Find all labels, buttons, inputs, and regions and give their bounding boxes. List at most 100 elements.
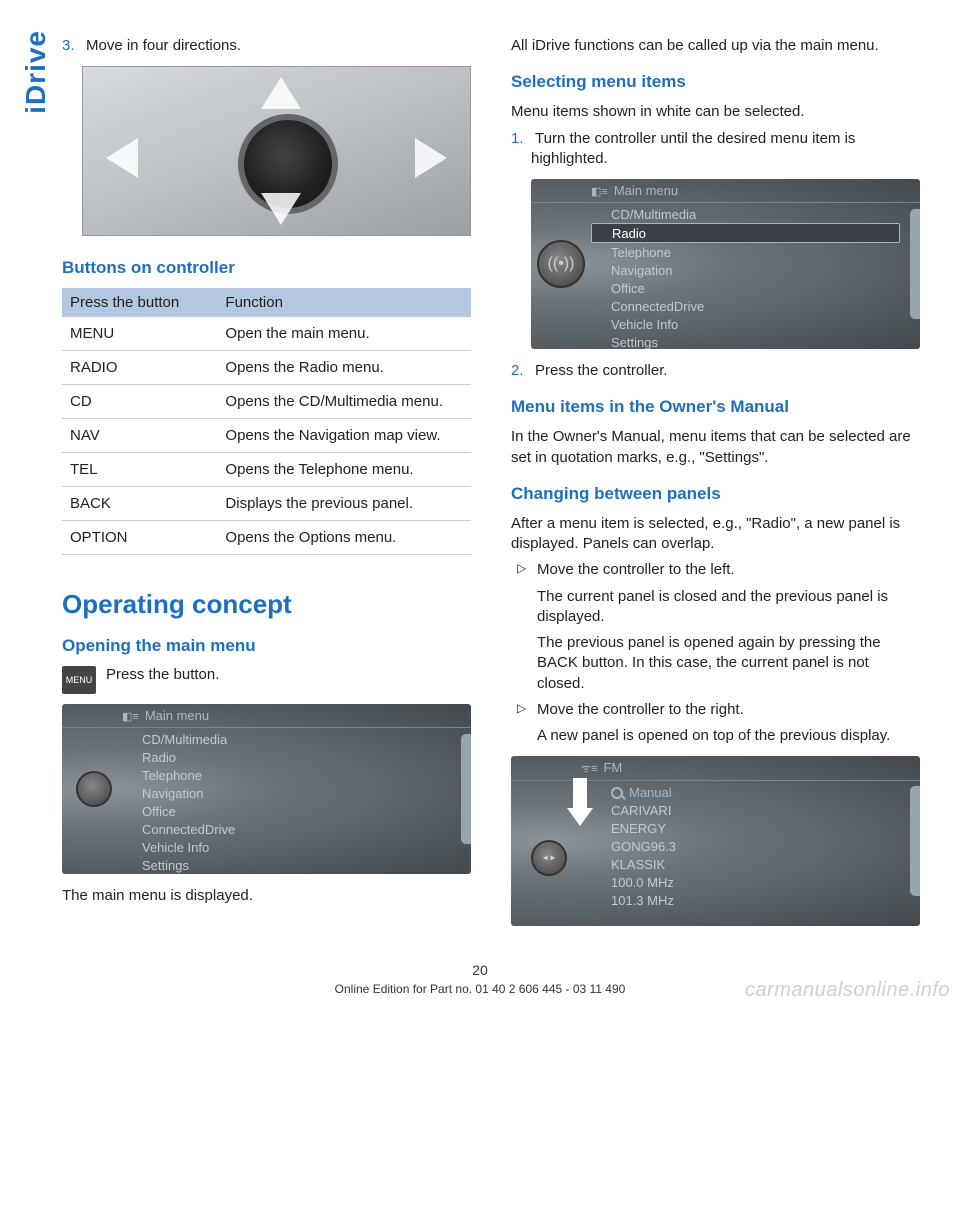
screen-item: KLASSIK	[611, 855, 920, 873]
step-3: 3.Move in four directions.	[82, 36, 471, 56]
button-function: Displays the previous panel.	[217, 487, 471, 521]
arrow-right	[415, 138, 447, 178]
select-step-2: 2.Press the controller.	[531, 361, 920, 381]
select-step-2-text: Press the controller.	[535, 362, 668, 379]
owners-manual-text: In the Owner's Manual, menu items that c…	[511, 427, 920, 468]
changing-panels-heading: Changing between panels	[511, 484, 920, 504]
screen-item: Settings	[611, 333, 920, 349]
screen-item: 101.3 MHz	[611, 891, 920, 909]
screen-item: Navigation	[142, 784, 471, 802]
screen-notch	[461, 734, 471, 844]
button-function: Opens the Options menu.	[217, 521, 471, 555]
button-name: OPTION	[62, 521, 217, 555]
button-function: Open the main menu.	[217, 317, 471, 351]
screen-item: Vehicle Info	[611, 315, 920, 333]
select-step-2-num: 2.	[511, 361, 527, 381]
screen-item: Office	[611, 279, 920, 297]
table-row: MENUOpen the main menu.	[62, 317, 471, 351]
buttons-table-head-1: Press the button	[62, 288, 217, 317]
screen-item: ENERGY	[611, 819, 920, 837]
nav-dots-icon: ◂ ▸	[543, 853, 556, 864]
screen-item: CARIVARI	[611, 801, 920, 819]
screen2-title: Main menu	[614, 183, 678, 198]
button-function: Opens the Telephone menu.	[217, 453, 471, 487]
screen-main-menu-2: ◧≡ Main menu CD/MultimediaRadioTelephoneN…	[531, 179, 920, 349]
button-name: BACK	[62, 487, 217, 521]
step-3-num: 3.	[62, 36, 78, 56]
owners-manual-heading: Menu items in the Owner's Manual	[511, 397, 920, 417]
screen-item: CD/Multimedia	[611, 205, 920, 223]
wheel-icon	[76, 771, 112, 807]
intro-text: All iDrive functions can be called up vi…	[511, 36, 920, 56]
table-row: NAVOpens the Navigation map view.	[62, 419, 471, 453]
screen-item: Manual	[611, 783, 920, 801]
search-icon	[611, 787, 623, 799]
arrow-up	[261, 77, 301, 109]
controller-figure	[82, 66, 471, 236]
screen-item: ConnectedDrive	[142, 820, 471, 838]
select-step-1-num: 1.	[511, 129, 527, 149]
screen-item: Telephone	[142, 766, 471, 784]
bullet-sub: The previous panel is opened again by pr…	[537, 633, 920, 694]
footer-line: Online Edition for Part no. 01 40 2 606 …	[335, 982, 626, 996]
screen-item: CD/Multimedia	[142, 730, 471, 748]
button-name: TEL	[62, 453, 217, 487]
screen-item: Radio	[591, 223, 900, 243]
screen-item: Navigation	[611, 261, 920, 279]
button-function: Opens the CD/Multimedia menu.	[217, 385, 471, 419]
buttons-on-controller-heading: Buttons on controller	[62, 258, 471, 278]
radio-icon: ((•))	[548, 255, 575, 273]
button-function: Opens the Radio menu.	[217, 351, 471, 385]
screen-notch	[910, 209, 920, 319]
page-number: 20	[0, 962, 960, 978]
select-step-1-text: Turn the controller until the desired me…	[531, 130, 855, 167]
left-column: 3.Move in four directions. Buttons on co…	[62, 30, 471, 938]
down-arrow-icon	[567, 778, 593, 828]
table-row: TELOpens the Telephone menu.	[62, 453, 471, 487]
table-row: CDOpens the CD/Multimedia menu.	[62, 385, 471, 419]
screen-item: Vehicle Info	[142, 838, 471, 856]
screen-notch	[910, 786, 920, 896]
arrow-down	[261, 193, 301, 225]
bullet-lead: Move the controller to the right.	[511, 700, 920, 720]
screen-item: GONG96.3	[611, 837, 920, 855]
table-row: OPTIONOpens the Options menu.	[62, 521, 471, 555]
table-row: BACKDisplays the previous panel.	[62, 487, 471, 521]
press-the-button-text: Press the button.	[106, 666, 219, 683]
screen-item: Settings	[142, 856, 471, 874]
opening-main-menu-heading: Opening the main menu	[62, 636, 471, 656]
changing-panels-intro: After a menu item is selected, e.g., "Ra…	[511, 514, 920, 555]
button-function: Opens the Navigation map view.	[217, 419, 471, 453]
selecting-menu-items-heading: Selecting menu items	[511, 72, 920, 92]
bullet-lead: Move the controller to the left.	[511, 560, 920, 580]
selecting-intro: Menu items shown in white can be selecte…	[511, 102, 920, 122]
screen-item: Office	[142, 802, 471, 820]
screen-item: ConnectedDrive	[611, 297, 920, 315]
arrow-left	[106, 138, 138, 178]
step-3-text: Move in four directions.	[86, 37, 241, 54]
button-name: CD	[62, 385, 217, 419]
screen-item: 100.0 MHz	[611, 873, 920, 891]
button-name: RADIO	[62, 351, 217, 385]
screen-item: Radio	[142, 748, 471, 766]
button-name: NAV	[62, 419, 217, 453]
screen-item: Telephone	[611, 243, 920, 261]
list-icon: ◧≡	[122, 711, 139, 723]
select-step-1: 1.Turn the controller until the desired …	[531, 129, 920, 170]
screen3-title: FM	[603, 760, 622, 775]
screen1-title: Main menu	[145, 708, 209, 723]
table-row: RADIOOpens the Radio menu.	[62, 351, 471, 385]
screen-main-menu-1: ◧≡ Main menu CD/MultimediaRadioTelephoneN…	[62, 704, 471, 874]
screen-fm: ᯤ≡ FM ManualCARIVARIENERGYGONG96.3KLASSIK…	[511, 756, 920, 926]
antenna-icon: ᯤ≡	[581, 763, 597, 775]
list-icon: ◧≡	[591, 186, 608, 198]
main-menu-displayed-text: The main menu is displayed.	[62, 886, 471, 906]
buttons-table: Press the button Function MENUOpen the m…	[62, 288, 471, 555]
bullet-sub: The current panel is closed and the prev…	[537, 587, 920, 628]
wheel-icon: ◂ ▸	[531, 840, 567, 876]
operating-concept-heading: Operating concept	[62, 589, 471, 620]
button-name: MENU	[62, 317, 217, 351]
right-column: All iDrive functions can be called up vi…	[511, 30, 920, 938]
buttons-table-head-2: Function	[217, 288, 471, 317]
bullet-sub: A new panel is opened on top of the prev…	[537, 726, 920, 746]
